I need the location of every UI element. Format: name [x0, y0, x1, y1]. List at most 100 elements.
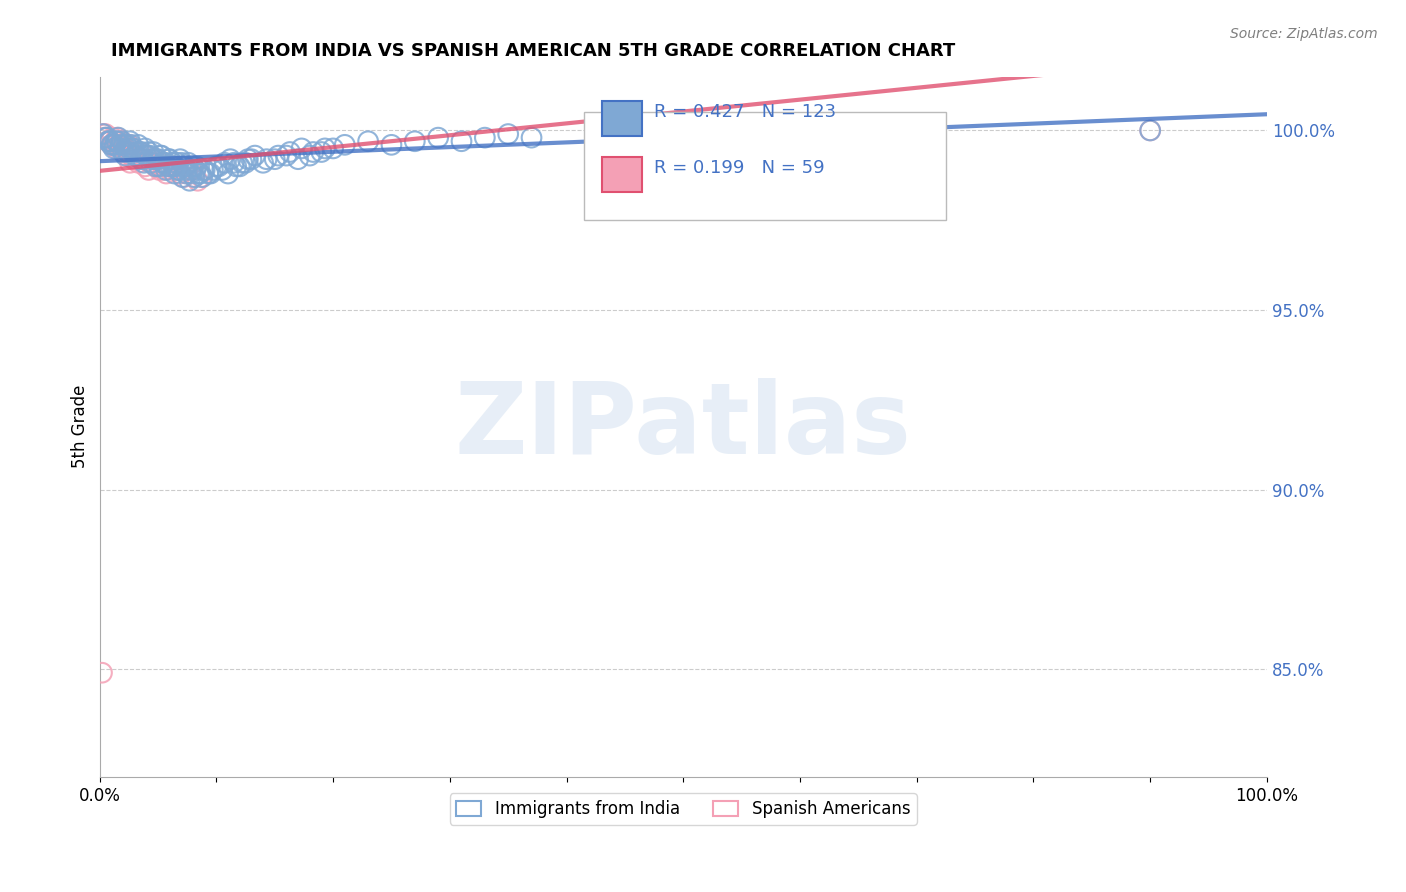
Point — [156, 160, 179, 174]
Point — [111, 134, 134, 148]
Point — [111, 134, 134, 148]
Point — [222, 155, 245, 169]
Point — [136, 148, 159, 162]
Text: IMMIGRANTS FROM INDIA VS SPANISH AMERICAN 5TH GRADE CORRELATION CHART: IMMIGRANTS FROM INDIA VS SPANISH AMERICA… — [111, 42, 956, 60]
Point — [91, 665, 114, 680]
Point — [124, 148, 146, 162]
Point — [177, 155, 200, 169]
Point — [191, 170, 214, 185]
Point — [145, 160, 167, 174]
Point — [156, 160, 179, 174]
Point — [181, 160, 204, 174]
Bar — [602, 101, 643, 136]
Point — [256, 152, 278, 166]
Point — [138, 163, 160, 178]
Point — [298, 148, 321, 162]
Point — [160, 160, 183, 174]
Point — [104, 134, 127, 148]
Point — [184, 163, 207, 178]
Point — [200, 167, 222, 181]
Point — [155, 167, 177, 181]
Point — [357, 134, 380, 148]
Point — [146, 152, 169, 166]
Point — [132, 155, 155, 169]
Point — [96, 130, 118, 145]
Point — [197, 167, 219, 181]
Point — [169, 152, 191, 166]
Point — [190, 170, 212, 185]
Point — [93, 130, 115, 145]
Point — [173, 160, 195, 174]
Point — [91, 127, 114, 141]
Point — [104, 137, 127, 152]
Point — [118, 137, 141, 152]
Point — [187, 167, 209, 181]
Point — [276, 148, 298, 162]
Point — [180, 163, 202, 178]
Point — [180, 163, 202, 178]
Point — [217, 167, 239, 181]
Point — [127, 155, 149, 169]
Point — [1139, 123, 1161, 137]
Point — [139, 155, 162, 169]
Point — [188, 167, 211, 181]
Point — [96, 130, 118, 145]
Point — [100, 137, 122, 152]
Point — [193, 163, 215, 178]
Legend: Immigrants from India, Spanish Americans: Immigrants from India, Spanish Americans — [450, 793, 917, 824]
Point — [520, 130, 543, 145]
Point — [163, 167, 186, 181]
Point — [166, 163, 188, 178]
Point — [173, 170, 195, 185]
Point — [101, 137, 124, 152]
Point — [146, 152, 169, 166]
Point — [141, 152, 163, 166]
Point — [91, 127, 114, 141]
Point — [107, 130, 129, 145]
Point — [122, 141, 145, 155]
Point — [225, 160, 247, 174]
Point — [235, 155, 257, 169]
Point — [118, 134, 141, 148]
Point — [108, 137, 131, 152]
Text: Source: ZipAtlas.com: Source: ZipAtlas.com — [1230, 27, 1378, 41]
Point — [159, 163, 181, 178]
Point — [97, 134, 120, 148]
Point — [404, 134, 426, 148]
Point — [186, 160, 208, 174]
Point — [125, 145, 148, 159]
Point — [162, 160, 184, 174]
Point — [291, 141, 314, 155]
Point — [134, 160, 156, 174]
Point — [120, 148, 142, 162]
Point — [121, 141, 143, 155]
Y-axis label: 5th Grade: 5th Grade — [72, 385, 89, 468]
Point — [100, 137, 122, 152]
Point — [112, 141, 135, 155]
Point — [380, 137, 402, 152]
Point — [160, 155, 183, 169]
Point — [114, 141, 136, 155]
Point — [131, 152, 153, 166]
Point — [105, 141, 128, 155]
Point — [263, 152, 285, 166]
Point — [496, 127, 519, 141]
Point — [114, 148, 136, 162]
Point — [125, 148, 148, 162]
Point — [139, 148, 162, 162]
Point — [322, 141, 344, 155]
Point — [240, 152, 263, 166]
Point — [107, 137, 129, 152]
Point — [208, 160, 231, 174]
Point — [128, 145, 150, 159]
Point — [150, 148, 173, 162]
Point — [236, 152, 259, 166]
Point — [166, 155, 188, 169]
Point — [219, 152, 242, 166]
Point — [97, 134, 120, 148]
Point — [149, 148, 172, 162]
Point — [118, 155, 141, 169]
Point — [110, 134, 132, 148]
Point — [229, 160, 252, 174]
Point — [170, 155, 193, 169]
